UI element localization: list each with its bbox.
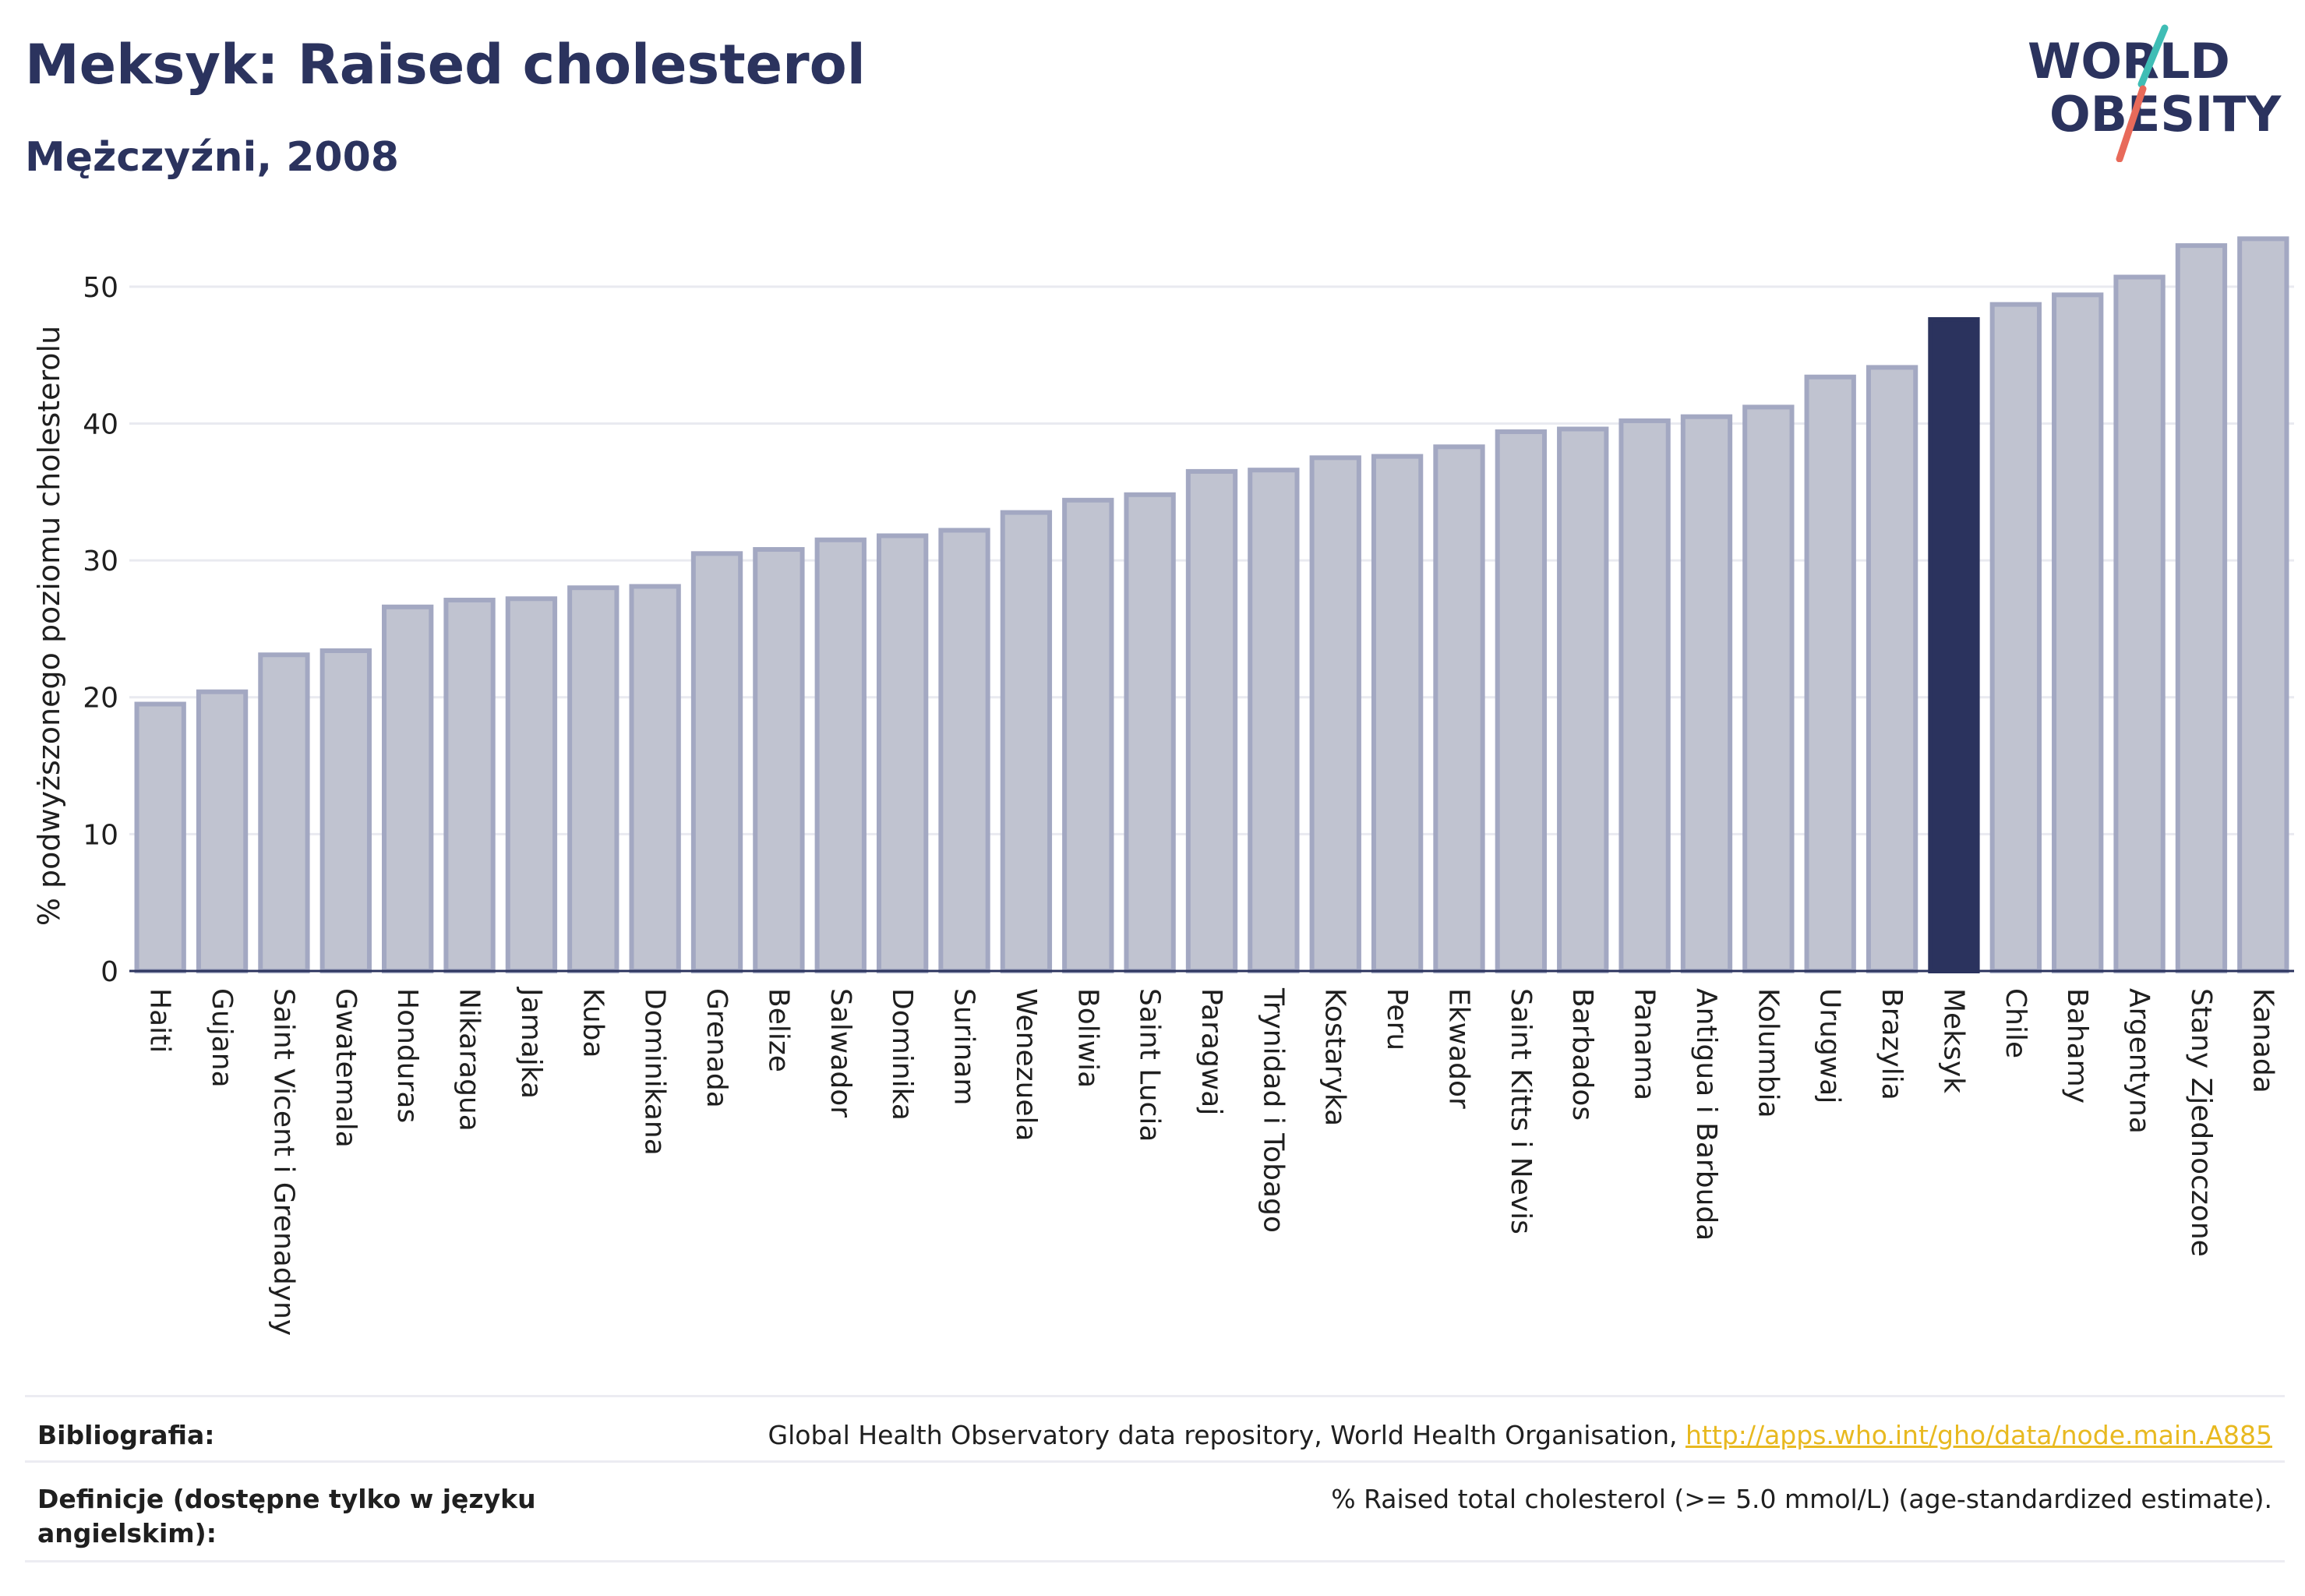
x-tick-label: Argentyna (2123, 988, 2155, 1134)
bar (1804, 374, 1856, 974)
x-tick-label: Brazylia (1876, 988, 1908, 1100)
x-tick-label: Meksyk (1937, 988, 1969, 1093)
x-tick-label: Stany Zjednoczone (2185, 988, 2217, 1257)
bar (1618, 418, 1671, 973)
x-tick-label: Paragwaj (1195, 988, 1227, 1115)
x-tick-label: Kuba (577, 988, 609, 1058)
bar (258, 652, 310, 974)
x-tick-label: Kolumbia (1752, 988, 1784, 1118)
bar-highlighted (1928, 316, 1980, 974)
bar (1371, 454, 1424, 973)
y-tick-label: 0 (101, 956, 118, 988)
x-tick-label: Panama (1629, 988, 1661, 1100)
x-tick-label: Bahamy (2061, 988, 2093, 1103)
chart-subtitle: Mężczyźni, 2008 (25, 134, 399, 181)
x-tick-label: Grenada (701, 988, 732, 1108)
bar (505, 596, 558, 973)
y-tick-label: 40 (83, 408, 118, 440)
x-tick-label: Boliwia (1071, 988, 1103, 1088)
y-tick-label: 50 (83, 272, 118, 304)
logo-slash-teal (2137, 24, 2169, 88)
bar (690, 551, 743, 973)
bar (1680, 414, 1733, 973)
x-tick-label: Trynidad i Tobago (1257, 987, 1289, 1233)
bar (2237, 236, 2289, 973)
bibliography-label: Bibliografia: (37, 1420, 215, 1450)
definitions-label: Definicje (dostępne tylko w języku angie… (37, 1484, 536, 1548)
y-tick-label: 10 (83, 819, 118, 851)
x-tick-label: Chile (2000, 988, 2031, 1058)
bibliography-link[interactable]: http://apps.who.int/gho/data/node.main.A… (1685, 1420, 2272, 1450)
x-tick-label: Gwatemala (330, 988, 362, 1148)
x-tick-label: Antigua i Barbuda (1690, 988, 1722, 1241)
x-tick-label: Barbados (1566, 988, 1598, 1121)
x-tick-label: Peru (1381, 988, 1413, 1050)
bar (1989, 302, 2042, 974)
y-tick-label: 30 (83, 546, 118, 577)
x-tick-label: Belize (762, 988, 794, 1072)
x-tick-label: Jamajka (515, 987, 547, 1099)
world-obesity-logo[interactable]: WORLD OBESITY (2026, 22, 2291, 162)
bar (2175, 243, 2228, 973)
bibliography-value: Global Health Observatory data repositor… (768, 1418, 2272, 1453)
definitions-value: % Raised total cholesterol (>= 5.0 mmol/… (1331, 1484, 2272, 1514)
footer-divider-middle (25, 1460, 2285, 1463)
bar (2052, 292, 2104, 973)
x-tick-label: Saint Lucia (1134, 988, 1166, 1142)
bar (196, 689, 249, 974)
bar (629, 584, 681, 973)
bar (1124, 492, 1176, 973)
x-tick-label: Salwador (824, 988, 856, 1118)
footer-divider-top (25, 1395, 2285, 1397)
bar (319, 648, 372, 974)
logo-slash-coral (2116, 85, 2147, 162)
bibliography-text: Global Health Observatory data repositor… (768, 1420, 1686, 1450)
bar (2113, 274, 2166, 974)
bar (753, 547, 805, 973)
x-tick-label: Dominikana (639, 988, 671, 1156)
x-tick-label: Ekwador (1442, 988, 1474, 1109)
x-tick-label: Haiti (144, 988, 176, 1053)
y-tick-label: 20 (83, 683, 118, 715)
chart-title: Meksyk: Raised cholesterol (25, 33, 866, 97)
x-tick-label: Wenezuela (1010, 988, 1042, 1142)
x-tick-label: Gujana (206, 988, 238, 1088)
bar (1742, 404, 1795, 973)
x-tick-label: Surinam (948, 988, 980, 1105)
x-tick-label: Urugwaj (1814, 988, 1846, 1103)
x-tick-label: Honduras (391, 988, 423, 1123)
y-axis-title: % podwyższonego poziomu cholesterolu (32, 326, 66, 926)
bar (443, 598, 496, 973)
bar (814, 537, 867, 973)
logo-line2: OBESITY (2049, 86, 2282, 143)
bar (938, 528, 990, 973)
bar (876, 533, 929, 973)
bar (134, 701, 186, 973)
bar (1495, 429, 1548, 973)
x-tick-label: Kanada (2247, 988, 2279, 1093)
x-tick-label: Kostaryka (1319, 988, 1351, 1126)
footer-divider-bottom (25, 1560, 2285, 1562)
bar (1248, 468, 1300, 973)
bar (1185, 468, 1238, 973)
bar (382, 604, 434, 973)
bar (1866, 365, 1918, 973)
bar-chart: 0 10 20 30 40 50 % podwyższonego poziomu chole… (32, 236, 2294, 1336)
bar (1557, 426, 1609, 973)
bar (567, 585, 619, 974)
bar (1309, 455, 1361, 973)
logo-line1: WORLD (2028, 33, 2230, 90)
x-tick-label: Dominika (886, 988, 918, 1121)
bar (1062, 497, 1114, 973)
x-tick-label: Saint Vicent i Grenadyny (267, 988, 299, 1336)
x-tick-label: Nikaragua (454, 988, 485, 1132)
bar (1433, 444, 1485, 973)
x-tick-label: Saint Kitts i Nevis (1505, 988, 1537, 1234)
bar (1000, 510, 1053, 973)
